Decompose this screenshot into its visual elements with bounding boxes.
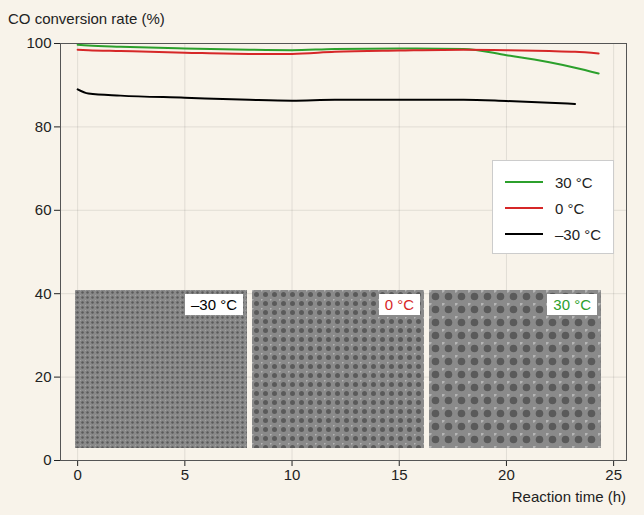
svg-text:0: 0 xyxy=(43,451,51,468)
svg-text:15: 15 xyxy=(391,466,408,483)
svg-text:20: 20 xyxy=(35,368,52,385)
html-text:CO conversion rate (%): CO conversion rate (%) xyxy=(8,10,165,27)
svg-text:25: 25 xyxy=(605,466,622,483)
html-text:–30 °C: –30 °C xyxy=(555,225,601,243)
svg-text:80: 80 xyxy=(35,118,52,135)
svg-text:10: 10 xyxy=(284,466,301,483)
svg-text:100: 100 xyxy=(26,34,51,51)
html-text:0 °C: 0 °C xyxy=(384,296,414,313)
html-text:30 °C: 30 °C xyxy=(553,296,591,313)
svg-text:60: 60 xyxy=(35,201,52,218)
html-text:0 °C: 0 °C xyxy=(555,199,585,217)
svg-text:20: 20 xyxy=(498,466,515,483)
svg-text:40: 40 xyxy=(35,285,52,302)
html-text:30 °C: 30 °C xyxy=(555,173,593,191)
html-text:–30 °C: –30 °C xyxy=(191,296,237,313)
svg-text:5: 5 xyxy=(181,466,189,483)
html-text:Reaction time (h): Reaction time (h) xyxy=(511,488,626,505)
svg-text:0: 0 xyxy=(73,466,81,483)
